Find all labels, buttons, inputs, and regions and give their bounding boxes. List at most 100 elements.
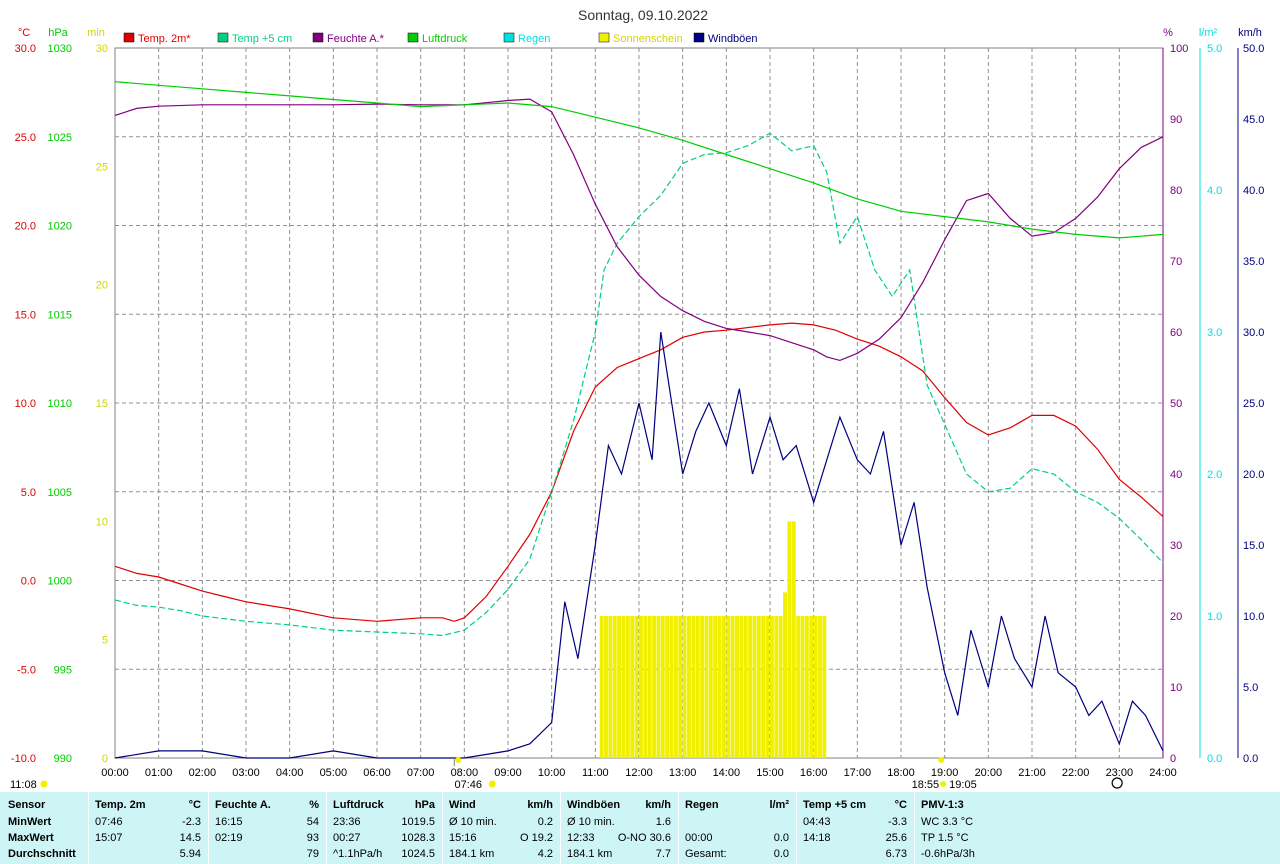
temp-tick-label: 20.0 bbox=[15, 221, 36, 233]
legend-swatch bbox=[407, 32, 419, 43]
col-windboeen: Windböen km/h Ø 10 min. 1.6 12:33 O-NO 30.6 18… bbox=[560, 792, 679, 864]
press-tick-label: 990 bbox=[54, 753, 72, 765]
rain-tick-label: 3.0 bbox=[1207, 327, 1222, 339]
x-tick-label: 21:00 bbox=[1018, 767, 1046, 779]
x-tick-label: 05:00 bbox=[320, 767, 348, 779]
x-tick-label: 18:00 bbox=[887, 767, 915, 779]
x-tick-label: 23:00 bbox=[1106, 767, 1134, 779]
x-tick-label: 08:00 bbox=[451, 767, 479, 779]
sunshine-bar bbox=[678, 616, 683, 758]
temp-tick-label: 30.0 bbox=[15, 43, 36, 55]
series-line-temp bbox=[114, 132, 1164, 637]
sunshine-bar bbox=[717, 616, 722, 758]
wind-tick-label: 10.0 bbox=[1243, 611, 1264, 623]
x-tick-label: 01:00 bbox=[145, 767, 173, 779]
x-tick-label: 09:00 bbox=[494, 767, 522, 779]
wind-tick-label: 50.0 bbox=[1243, 43, 1264, 55]
row-label-max: MaxWert bbox=[8, 832, 54, 844]
moon-icon bbox=[1111, 777, 1123, 789]
sunshine-bar bbox=[774, 616, 779, 758]
luftdruck-r1-value: 1019.5 bbox=[401, 816, 435, 828]
wind-unit: km/h bbox=[1238, 27, 1262, 39]
chart-markers: 11:08 07:46 18:55 19:05 bbox=[10, 757, 1123, 791]
sunshine-bar bbox=[630, 616, 635, 758]
x-tick-label: 20:00 bbox=[975, 767, 1003, 779]
legend-swatch bbox=[503, 32, 515, 43]
regen-header: Regen bbox=[685, 799, 719, 811]
sunshine-bar bbox=[822, 616, 827, 758]
feuchte-header: Feuchte A. bbox=[215, 799, 271, 811]
luftdruck-header: Luftdruck bbox=[333, 799, 384, 811]
pmv-r2-value: TP 1.5 °C bbox=[921, 832, 969, 844]
col-feuchte: Feuchte A.% 16:15 54 02:19 93 79 bbox=[208, 792, 327, 864]
hum-tick-label: 90 bbox=[1170, 114, 1182, 126]
legend-swatch bbox=[123, 32, 135, 43]
sunshine-bar bbox=[669, 616, 674, 758]
windboeen-unit: km/h bbox=[645, 799, 671, 811]
wind-r3-value: 4.2 bbox=[537, 848, 553, 860]
x-tick-label: 00:00 bbox=[101, 767, 129, 779]
x-tick-label: 02:00 bbox=[189, 767, 217, 779]
hum-tick-label: 50 bbox=[1170, 398, 1182, 410]
x-tick-label: 10:00 bbox=[538, 767, 566, 779]
temp2m-unit: °C bbox=[188, 799, 201, 811]
x-tick-label: 16:00 bbox=[800, 767, 828, 779]
wind-tick-label: 20.0 bbox=[1243, 469, 1264, 481]
wind-tick-label: 15.0 bbox=[1243, 540, 1264, 552]
temp-tick-label: 25.0 bbox=[15, 132, 36, 144]
temp5-unit: °C bbox=[894, 799, 907, 811]
pmv-r3-value: -0.6hPa/3h bbox=[921, 848, 975, 860]
press-tick-label: 1015 bbox=[48, 309, 72, 321]
luftdruck-r3-value: 1024.5 bbox=[401, 848, 435, 860]
feuchte-r1-time: 16:15 bbox=[215, 816, 243, 828]
col-sensor: Sensor MinWert MaxWert Durchschnitt bbox=[0, 792, 88, 864]
wind-header: Wind bbox=[449, 799, 476, 811]
sunshine-bar bbox=[621, 616, 626, 758]
x-tick-label: 06:00 bbox=[363, 767, 391, 779]
sunshine-bar bbox=[647, 616, 652, 758]
temp5-r1-value: -3.3 bbox=[888, 816, 907, 828]
sunshine-bar bbox=[796, 616, 801, 758]
sunshine-bars bbox=[599, 521, 827, 758]
sunshine-bar bbox=[660, 616, 665, 758]
legend-label: Windböen bbox=[708, 33, 758, 45]
sunshine-bar bbox=[691, 616, 696, 758]
sunshine-bar bbox=[687, 616, 691, 758]
x-tick-label: 03:00 bbox=[232, 767, 260, 779]
sunshine-bar bbox=[813, 616, 818, 758]
sunshine-bar bbox=[752, 616, 757, 758]
sunshine-bar bbox=[730, 616, 735, 758]
sunshine-bar bbox=[708, 616, 713, 758]
row-label-min: MinWert bbox=[8, 816, 52, 828]
regen-r3-value: 0.0 bbox=[773, 848, 789, 860]
wind-tick-label: 30.0 bbox=[1243, 327, 1264, 339]
wind-tick-label: 45.0 bbox=[1243, 114, 1264, 126]
temp-tick-label: -5.0 bbox=[17, 664, 36, 676]
press-tick-label: 1030 bbox=[48, 43, 72, 55]
col-regen: Regen l/m² 00:00 0.0 Gesamt: 0.0 bbox=[678, 792, 797, 864]
sunshine-bar bbox=[739, 616, 744, 758]
temp5-r1-time: 04:43 bbox=[803, 816, 831, 828]
sunshine-bar bbox=[761, 616, 766, 758]
press-tick-label: 1000 bbox=[48, 576, 72, 588]
regen-unit: l/m² bbox=[769, 799, 789, 811]
wind-tick-label: 35.0 bbox=[1243, 256, 1264, 268]
sun-unit: min bbox=[87, 27, 105, 39]
sunshine-bar bbox=[770, 616, 774, 758]
sunshine-bar bbox=[721, 616, 726, 758]
rain-tick-label: 0.0 bbox=[1207, 753, 1222, 765]
press-tick-label: 1010 bbox=[48, 398, 72, 410]
sensor-header: Sensor bbox=[8, 799, 46, 811]
sun-icon bbox=[938, 757, 945, 763]
legend-label: Regen bbox=[518, 33, 550, 45]
col-temp5: Temp +5 cm °C 04:43 -3.3 14:18 25.6 6.73 bbox=[796, 792, 915, 864]
sunshine-bar bbox=[604, 616, 608, 758]
feuchte-r1-value: 54 bbox=[306, 816, 319, 828]
sun-tick-label: 10 bbox=[96, 516, 108, 528]
temp2m-r2-value: 14.5 bbox=[179, 832, 201, 844]
sunshine-bar bbox=[599, 616, 604, 758]
sunshine-bar bbox=[765, 616, 770, 758]
sunshine-bar bbox=[804, 616, 809, 758]
row-label-avg: Durchschnitt bbox=[8, 848, 76, 860]
sun-tick-label: 15 bbox=[96, 398, 108, 410]
